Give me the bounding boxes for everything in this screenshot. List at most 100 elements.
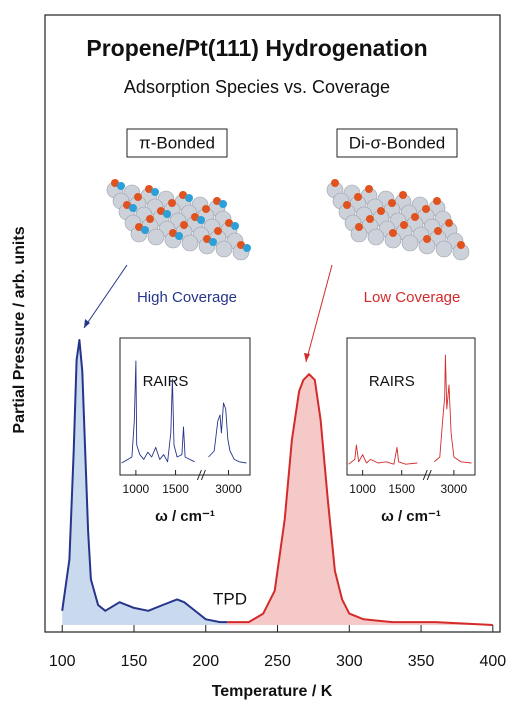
adsorbate	[343, 201, 351, 209]
x-tick-label: 1000	[123, 482, 150, 496]
pt-atom	[435, 240, 453, 258]
adsorbate	[202, 205, 210, 213]
adsorbate	[411, 213, 419, 221]
chart-subtitle: Adsorption Species vs. Coverage	[124, 77, 390, 97]
adsorbate	[111, 179, 119, 187]
adsorbate	[117, 182, 125, 190]
y-axis-title: Partial Pressure / arb. units	[11, 226, 28, 433]
inset-title: RAIRS	[369, 373, 415, 390]
adsorbate	[213, 197, 221, 205]
adsorbate	[445, 219, 453, 227]
x-tick-label: 350	[408, 653, 435, 670]
x-axis-title: ω / cm⁻¹	[155, 508, 215, 525]
label-box	[336, 128, 458, 158]
x-tick-label: 250	[264, 653, 291, 670]
adsorbate	[219, 200, 227, 208]
species-label: π-Bonded	[139, 133, 215, 152]
inset-frame	[346, 337, 476, 476]
adsorbate	[243, 244, 251, 252]
adsorbate	[168, 199, 176, 207]
adsorbate	[123, 201, 131, 209]
adsorbate	[433, 197, 441, 205]
adsorbate	[214, 227, 222, 235]
arrow	[305, 264, 333, 363]
arrow-head	[84, 319, 90, 328]
adsorbate	[134, 193, 142, 201]
adsorbate	[422, 205, 430, 213]
legend-label: Low Coverage	[364, 289, 461, 306]
pt-atom	[181, 234, 199, 252]
adsorbate	[237, 241, 245, 249]
adsorbate	[231, 222, 239, 230]
adsorbate	[457, 241, 465, 249]
label-box	[126, 128, 228, 158]
adsorbate	[185, 194, 193, 202]
adsorbate	[400, 221, 408, 229]
adsorbate	[399, 191, 407, 199]
axis-break	[196, 469, 202, 481]
adsorbate	[366, 215, 374, 223]
adsorbate	[225, 219, 233, 227]
adsorbate	[179, 191, 187, 199]
axis-break	[200, 469, 206, 481]
x-tick-label: 1500	[162, 482, 189, 496]
line	[61, 339, 228, 624]
area	[227, 374, 493, 625]
adsorbate	[365, 185, 373, 193]
adsorbate	[141, 226, 149, 234]
x-tick-label: 300	[336, 653, 363, 670]
adsorbate	[129, 204, 137, 212]
line	[227, 373, 493, 626]
adsorbate	[197, 216, 205, 224]
chart-title: Propene/Pt(111) Hydrogenation	[86, 35, 427, 61]
line	[121, 360, 247, 464]
x-tick-label: 100	[49, 653, 76, 670]
adsorbate	[377, 207, 385, 215]
species-label: Di-σ-Bonded	[349, 133, 445, 152]
adsorbate	[423, 235, 431, 243]
area	[62, 340, 228, 625]
adsorbate	[203, 235, 211, 243]
line	[348, 354, 472, 465]
x-axis-title: Temperature / K	[212, 683, 333, 700]
x-tick-label: 1000	[349, 482, 376, 496]
adsorbate	[434, 227, 442, 235]
adsorbate	[146, 215, 154, 223]
adsorbate	[145, 185, 153, 193]
axis-break	[426, 469, 432, 481]
plot-frame	[44, 14, 501, 633]
adsorbate	[389, 229, 397, 237]
adsorbate	[175, 232, 183, 240]
legend-label: High Coverage	[137, 289, 237, 306]
pt-atom	[147, 228, 165, 246]
surface-illustrations	[106, 179, 470, 261]
adsorbate	[209, 238, 217, 246]
adsorbate	[169, 229, 177, 237]
arrow-head	[304, 353, 310, 362]
axis-break	[422, 469, 428, 481]
adsorbate	[157, 207, 165, 215]
adsorbate	[388, 199, 396, 207]
adsorbate	[163, 210, 171, 218]
x-tick-label: 3000	[215, 482, 242, 496]
x-tick-label: 200	[192, 653, 219, 670]
adsorbate	[331, 179, 339, 187]
inset-title: RAIRS	[143, 373, 189, 390]
x-tick-label: 150	[121, 653, 148, 670]
adsorbate	[180, 221, 188, 229]
adsorbate	[151, 188, 159, 196]
x-tick-label: 1500	[388, 482, 415, 496]
pt-atom	[367, 228, 385, 246]
tpd-label: TPD	[213, 589, 247, 608]
pt-atom	[401, 234, 419, 252]
x-tick-label: 3000	[441, 482, 468, 496]
arrow	[83, 264, 128, 329]
adsorbate	[355, 223, 363, 231]
adsorbate	[354, 193, 362, 201]
x-tick-label: 400	[479, 653, 506, 670]
x-axis-title: ω / cm⁻¹	[381, 508, 441, 525]
adsorbate	[135, 223, 143, 231]
adsorbate	[191, 213, 199, 221]
